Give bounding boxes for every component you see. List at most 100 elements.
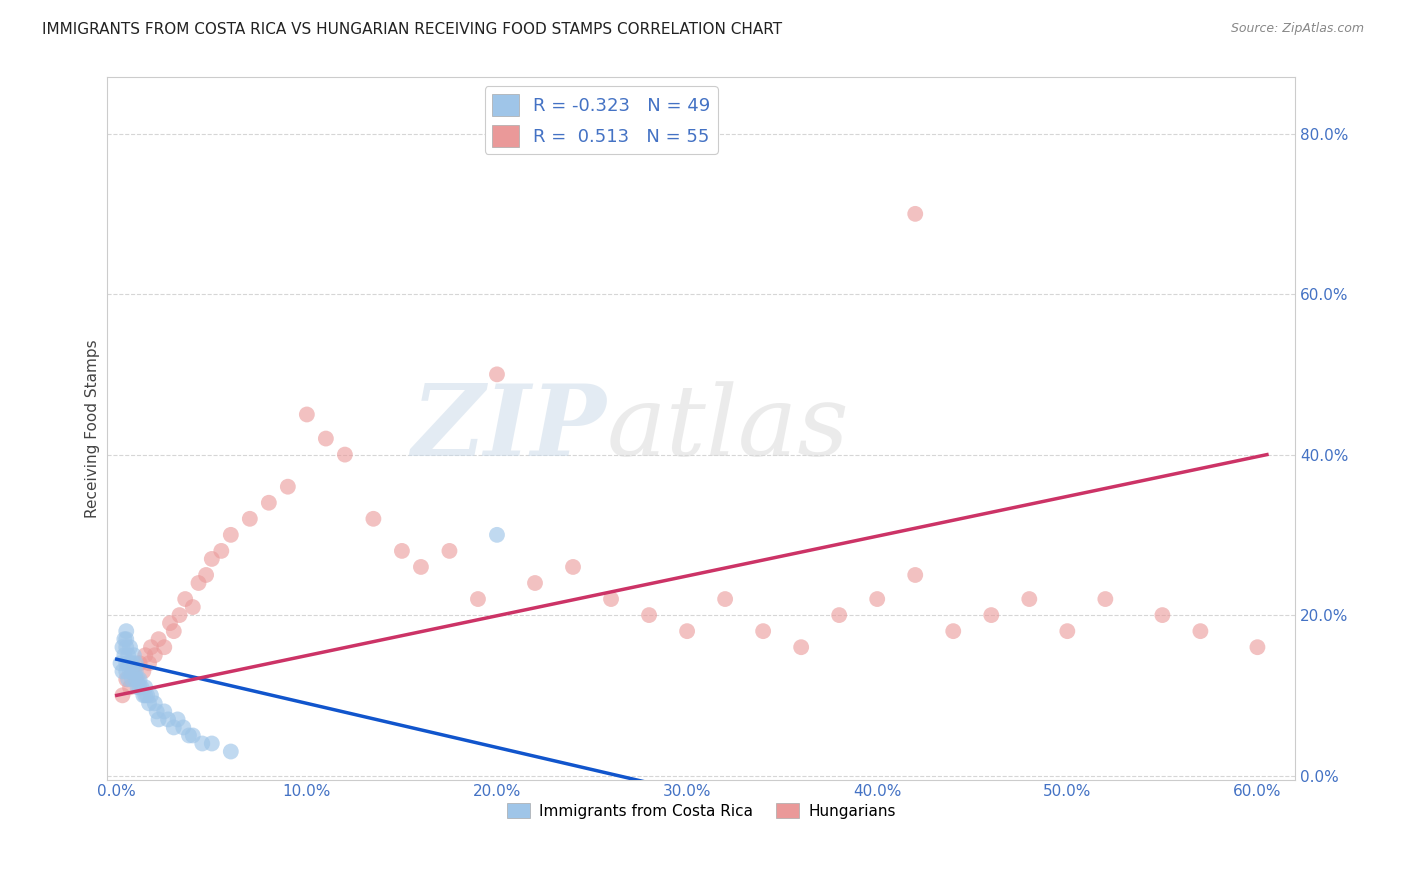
Y-axis label: Receiving Food Stamps: Receiving Food Stamps [86,339,100,518]
Text: IMMIGRANTS FROM COSTA RICA VS HUNGARIAN RECEIVING FOOD STAMPS CORRELATION CHART: IMMIGRANTS FROM COSTA RICA VS HUNGARIAN … [42,22,782,37]
Point [201,737,224,751]
Point [115,673,138,687]
Point [136,689,159,703]
Point [132,665,155,679]
Point [127,673,149,687]
Point [1018,592,1040,607]
Point [195,568,218,582]
Point [153,640,176,655]
Point [120,640,142,655]
Point [177,729,200,743]
Point [169,608,191,623]
Point [600,592,623,607]
Point [166,713,188,727]
Point [153,705,176,719]
Point [122,665,145,679]
Point [131,681,153,695]
Point [125,657,148,671]
Point [277,480,299,494]
Point [257,496,280,510]
Legend: Immigrants from Costa Rica, Hungarians: Immigrants from Costa Rica, Hungarians [501,797,901,824]
Text: atlas: atlas [606,381,849,476]
Point [485,528,508,542]
Point [148,632,170,647]
Point [485,368,508,382]
Point [942,624,965,639]
Point [125,673,148,687]
Point [125,673,148,687]
Point [1189,624,1212,639]
Text: Source: ZipAtlas.com: Source: ZipAtlas.com [1230,22,1364,36]
Point [121,673,143,687]
Point [163,624,186,639]
Point [115,624,138,639]
Point [209,544,232,558]
Point [904,568,927,582]
Point [125,665,148,679]
Point [134,689,156,703]
Point [127,681,149,695]
Point [148,713,170,727]
Point [120,657,142,671]
Point [122,648,145,663]
Point [201,552,224,566]
Point [110,657,132,671]
Point [562,560,585,574]
Point [524,576,547,591]
Point [295,408,318,422]
Point [315,432,337,446]
Point [139,689,162,703]
Point [439,544,461,558]
Point [219,528,242,542]
Point [112,648,135,663]
Point [145,705,167,719]
Point [111,640,134,655]
Point [143,697,166,711]
Point [115,665,138,679]
Point [117,648,139,663]
Point [828,608,851,623]
Point [1056,624,1078,639]
Point [333,448,356,462]
Point [120,681,142,695]
Point [115,640,138,655]
Point [1152,608,1174,623]
Point [467,592,489,607]
Point [1094,592,1116,607]
Point [132,689,155,703]
Point [115,657,138,671]
Point [181,600,204,615]
Point [128,681,150,695]
Text: ZIP: ZIP [412,380,606,476]
Point [219,745,242,759]
Point [174,592,197,607]
Point [143,648,166,663]
Point [1246,640,1268,655]
Point [115,632,138,647]
Point [139,640,162,655]
Point [866,592,889,607]
Point [117,673,139,687]
Point [138,657,160,671]
Point [181,729,204,743]
Point [714,592,737,607]
Point [239,512,262,526]
Point [120,665,142,679]
Point [117,657,139,671]
Point [121,665,143,679]
Point [790,640,813,655]
Point [676,624,699,639]
Point [409,560,432,574]
Point [128,673,150,687]
Point [391,544,413,558]
Point [138,697,160,711]
Point [904,207,927,221]
Point [112,632,135,647]
Point [363,512,385,526]
Point [191,737,214,751]
Point [121,665,143,679]
Point [163,721,186,735]
Point [172,721,194,735]
Point [187,576,209,591]
Point [157,713,180,727]
